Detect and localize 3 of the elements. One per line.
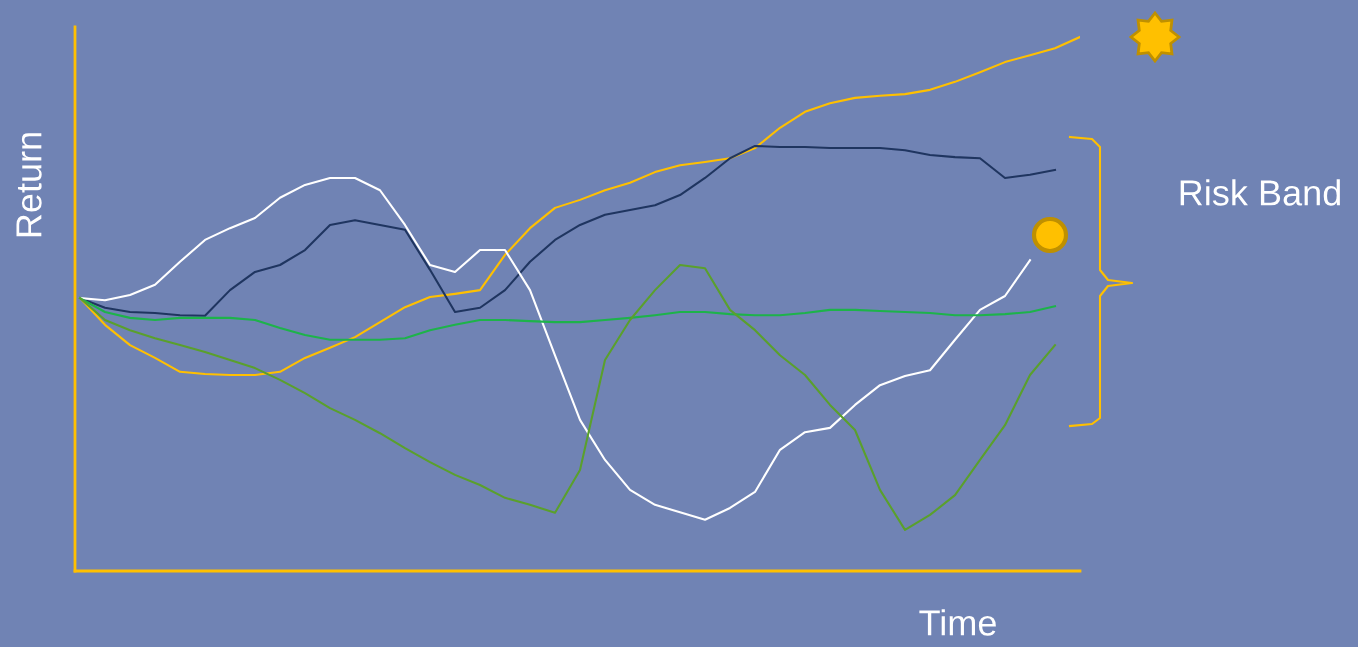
text: Risk Band [1180, 179, 1340, 206]
y-axis-title: Return [16, 133, 42, 237]
x-axis-title: Time [919, 609, 996, 636]
